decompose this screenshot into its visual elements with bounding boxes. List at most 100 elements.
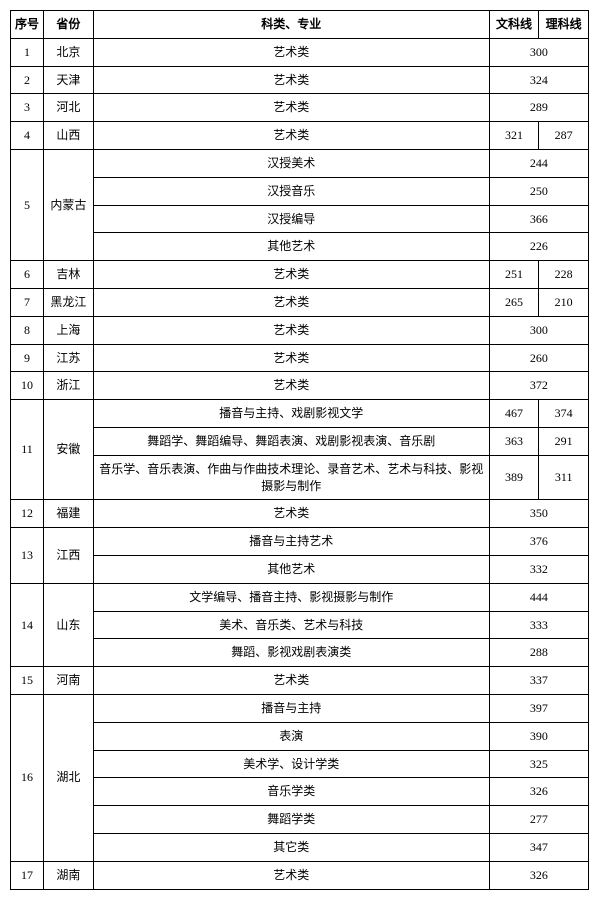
cell-score-merged: 324 <box>489 66 588 94</box>
cell-idx: 4 <box>11 122 44 150</box>
cell-category: 表演 <box>93 722 489 750</box>
table-row: 6吉林艺术类251228 <box>11 261 589 289</box>
cell-idx: 2 <box>11 66 44 94</box>
table-row: 14山东文学编导、播音主持、影视摄影与制作444 <box>11 583 589 611</box>
cell-score-merged: 366 <box>489 205 588 233</box>
cell-idx: 3 <box>11 94 44 122</box>
header-row: 序号 省份 科类、专业 文科线 理科线 <box>11 11 589 39</box>
table-row: 汉授编导366 <box>11 205 589 233</box>
table-row: 其他艺术332 <box>11 555 589 583</box>
cell-wenke: 265 <box>489 288 539 316</box>
cell-score-merged: 325 <box>489 750 588 778</box>
table-row: 舞蹈学类277 <box>11 806 589 834</box>
cell-wenke: 363 <box>489 427 539 455</box>
cell-category: 艺术类 <box>93 122 489 150</box>
cell-score-merged: 347 <box>489 833 588 861</box>
cell-idx: 11 <box>11 400 44 500</box>
cell-score-merged: 376 <box>489 528 588 556</box>
cell-category: 艺术类 <box>93 667 489 695</box>
cell-category: 其他艺术 <box>93 555 489 583</box>
cell-idx: 5 <box>11 149 44 260</box>
cell-category: 播音与主持 <box>93 694 489 722</box>
cell-category: 音乐学、音乐表演、作曲与作曲技术理论、录音艺术、艺术与科技、影视摄影与制作 <box>93 455 489 500</box>
cell-idx: 15 <box>11 667 44 695</box>
cell-province: 内蒙古 <box>44 149 94 260</box>
cell-idx: 13 <box>11 528 44 584</box>
cell-category: 艺术类 <box>93 38 489 66</box>
table-row: 舞蹈学、舞蹈编导、舞蹈表演、戏剧影视表演、音乐剧363291 <box>11 427 589 455</box>
cell-category: 艺术类 <box>93 94 489 122</box>
table-row: 3河北艺术类289 <box>11 94 589 122</box>
table-row: 8上海艺术类300 <box>11 316 589 344</box>
cell-province: 河北 <box>44 94 94 122</box>
cell-idx: 7 <box>11 288 44 316</box>
table-row: 5内蒙古汉授美术244 <box>11 149 589 177</box>
cell-province: 湖南 <box>44 861 94 889</box>
cell-like: 228 <box>539 261 589 289</box>
table-row: 15河南艺术类337 <box>11 667 589 695</box>
cell-idx: 1 <box>11 38 44 66</box>
table-row: 音乐学、音乐表演、作曲与作曲技术理论、录音艺术、艺术与科技、影视摄影与制作389… <box>11 455 589 500</box>
cell-score-merged: 260 <box>489 344 588 372</box>
cell-score-merged: 333 <box>489 611 588 639</box>
table-row: 美术学、设计学类325 <box>11 750 589 778</box>
cell-province: 浙江 <box>44 372 94 400</box>
cell-category: 播音与主持、戏剧影视文学 <box>93 400 489 428</box>
cell-like: 210 <box>539 288 589 316</box>
table-row: 13江西播音与主持艺术376 <box>11 528 589 556</box>
table-row: 2天津艺术类324 <box>11 66 589 94</box>
table-row: 4山西艺术类321287 <box>11 122 589 150</box>
cell-score-merged: 288 <box>489 639 588 667</box>
cell-category: 艺术类 <box>93 372 489 400</box>
cell-score-merged: 289 <box>489 94 588 122</box>
cell-category: 艺术类 <box>93 344 489 372</box>
cell-like: 291 <box>539 427 589 455</box>
cell-province: 北京 <box>44 38 94 66</box>
table-row: 音乐学类326 <box>11 778 589 806</box>
cell-category: 美术、音乐类、艺术与科技 <box>93 611 489 639</box>
cell-category: 汉授美术 <box>93 149 489 177</box>
table-row: 1北京艺术类300 <box>11 38 589 66</box>
cell-score-merged: 372 <box>489 372 588 400</box>
cell-wenke: 251 <box>489 261 539 289</box>
table-row: 其他艺术226 <box>11 233 589 261</box>
cell-score-merged: 277 <box>489 806 588 834</box>
cell-idx: 12 <box>11 500 44 528</box>
header-category: 科类、专业 <box>93 11 489 39</box>
cell-score-merged: 326 <box>489 778 588 806</box>
table-row: 9江苏艺术类260 <box>11 344 589 372</box>
cell-wenke: 467 <box>489 400 539 428</box>
table-body: 1北京艺术类3002天津艺术类3243河北艺术类2894山西艺术类3212875… <box>11 38 589 889</box>
table-row: 表演390 <box>11 722 589 750</box>
cell-idx: 14 <box>11 583 44 666</box>
cell-category: 艺术类 <box>93 66 489 94</box>
cell-idx: 17 <box>11 861 44 889</box>
cell-province: 湖北 <box>44 694 94 861</box>
cell-province: 黑龙江 <box>44 288 94 316</box>
cell-province: 天津 <box>44 66 94 94</box>
cell-province: 福建 <box>44 500 94 528</box>
cell-province: 上海 <box>44 316 94 344</box>
header-idx: 序号 <box>11 11 44 39</box>
cell-idx: 10 <box>11 372 44 400</box>
table-row: 17湖南艺术类326 <box>11 861 589 889</box>
cell-wenke: 389 <box>489 455 539 500</box>
cell-score-merged: 332 <box>489 555 588 583</box>
cell-like: 287 <box>539 122 589 150</box>
table-row: 12福建艺术类350 <box>11 500 589 528</box>
cell-province: 山西 <box>44 122 94 150</box>
cell-category: 汉授编导 <box>93 205 489 233</box>
header-like: 理科线 <box>539 11 589 39</box>
cell-category: 美术学、设计学类 <box>93 750 489 778</box>
cell-score-merged: 250 <box>489 177 588 205</box>
cell-category: 艺术类 <box>93 500 489 528</box>
cell-like: 374 <box>539 400 589 428</box>
cell-category: 舞蹈学类 <box>93 806 489 834</box>
cell-wenke: 321 <box>489 122 539 150</box>
score-table: 序号 省份 科类、专业 文科线 理科线 1北京艺术类3002天津艺术类3243河… <box>10 10 589 890</box>
cell-province: 山东 <box>44 583 94 666</box>
table-row: 16湖北播音与主持397 <box>11 694 589 722</box>
table-row: 11安徽播音与主持、戏剧影视文学467374 <box>11 400 589 428</box>
cell-score-merged: 300 <box>489 38 588 66</box>
cell-province: 吉林 <box>44 261 94 289</box>
